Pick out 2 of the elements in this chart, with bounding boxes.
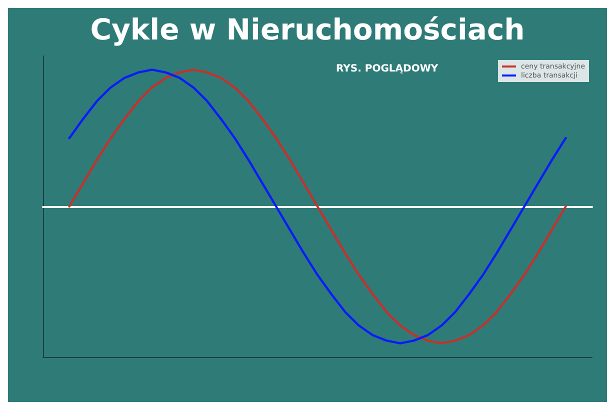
chart-title: Cykle w Nieruchomościach — [90, 12, 525, 46]
chart-subtitle: RYS. POGLĄDOWY — [336, 64, 439, 74]
